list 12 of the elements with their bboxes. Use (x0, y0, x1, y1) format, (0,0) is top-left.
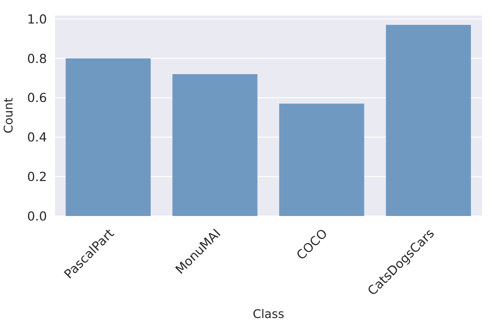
bar (386, 24, 471, 216)
y-tick-label: 0.4 (27, 130, 48, 145)
bar (172, 74, 258, 216)
bar (66, 58, 151, 216)
y-tick-label: 0.8 (27, 50, 48, 66)
y-tick-label: 0.0 (27, 208, 48, 224)
bar (279, 104, 364, 216)
y-tick-label: 0.2 (27, 169, 47, 184)
x-axis-title: Class (252, 307, 284, 321)
y-tick-label: 1.0 (27, 11, 48, 26)
y-tick-label: 0.6 (27, 90, 48, 106)
y-axis-title: Count (1, 97, 16, 134)
